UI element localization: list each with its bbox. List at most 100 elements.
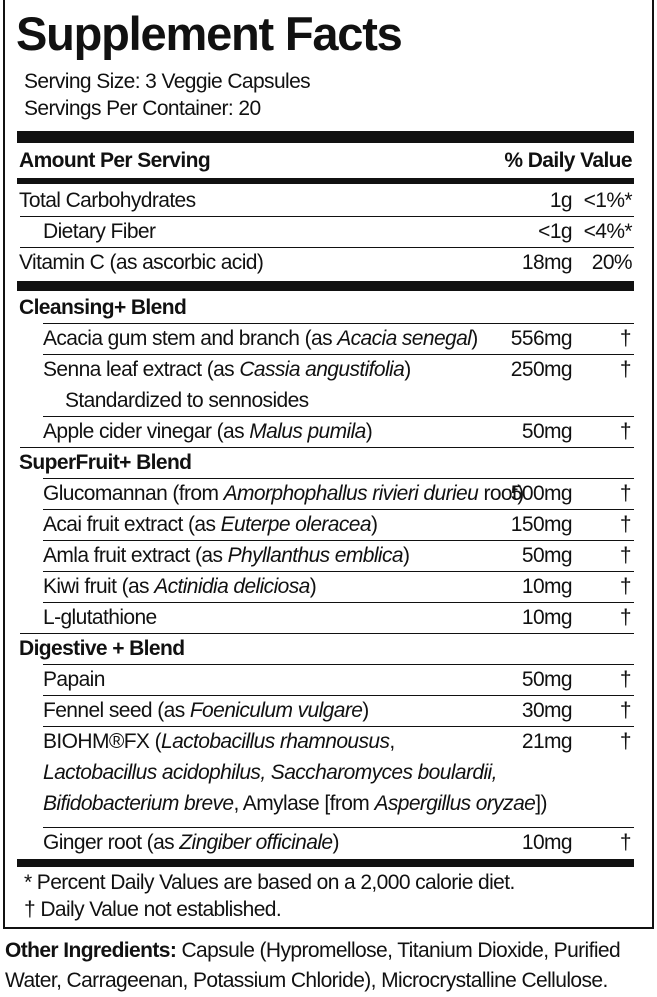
ingredient-name-segment: L-glutathione (43, 606, 157, 629)
ingredient-row: Lactobacillus acidophilus, Saccharomyces… (17, 757, 634, 788)
ingredient-name-segment: Amorphophallus rivieri durieu (223, 482, 479, 505)
thick-divider (17, 281, 634, 291)
ingredient-name-segment: ) (365, 420, 373, 443)
ingredient-daily-value: † (619, 730, 632, 753)
ingredient-name: Standardized to sennosides (65, 385, 309, 416)
row-divider (43, 726, 634, 727)
ingredient-name-segment: BIOHM®FX ( (43, 730, 162, 753)
ingredient-row: Apple cider vinegar (as Malus pumila) 50m… (17, 416, 634, 447)
ingredient-name: Kiwi fruit (as Actinidia deliciosa) (43, 571, 317, 602)
ingredient-name: Bifidobacterium breve, Amylase [from Asp… (43, 788, 547, 819)
ingredient-name: Acacia gum stem and branch (as Acacia se… (43, 323, 478, 354)
ingredient-name-segment: Ginger root (as (43, 831, 180, 854)
ingredient-amount: 556mg (510, 327, 573, 350)
ingredient-name: Acai fruit extract (as Euterpe oleracea) (43, 509, 378, 540)
servings-per-container: Servings Per Container: 20 (24, 97, 261, 120)
ingredient-name-segment: Senna leaf extract (as (43, 358, 240, 381)
ingredient-amount: 50mg (521, 668, 573, 691)
serving-size: Serving Size: 3 Veggie Capsules (24, 70, 311, 93)
ingredient-name-segment: Papain (43, 668, 105, 691)
ingredient-row: Acacia gum stem and branch (as Acacia se… (17, 323, 634, 354)
ingredient-name-segment: Acacia gum stem and branch (as (43, 327, 338, 350)
ingredient-amount: 50mg (521, 544, 573, 567)
ingredient-name-segment: root) (478, 482, 524, 505)
footnote-not-established: † Daily Value not established. (24, 898, 282, 921)
ingredient-name: Ginger root (as Zingiber officinale) (43, 827, 340, 858)
ingredient-daily-value: † (619, 358, 632, 381)
ingredient-name: Lactobacillus acidophilus, Saccharomyces… (43, 757, 497, 788)
ingredient-name-segment: Acai fruit extract (as (43, 513, 221, 536)
nutrient-amount: <1g (538, 220, 572, 243)
ingredient-row: Kiwi fruit (as Actinidia deliciosa) 10mg † (17, 571, 634, 602)
thick-divider (17, 859, 634, 867)
ingredient-name-segment: ) (402, 544, 410, 567)
ingredient-name-segment: Lactobacillus acidophilus, Saccharomyces… (43, 761, 497, 784)
ingredient-name-segment: Standardized to sennosides (65, 389, 309, 412)
ingredient-row: Ginger root (as Zingiber officinale) 10mg… (17, 827, 634, 858)
ingredient-row: Senna leaf extract (as Cassia angustifol… (17, 354, 634, 385)
row-divider (43, 478, 634, 479)
ingredient-name-segment: Foeniculum vulgare (189, 699, 363, 722)
blend-name: SuperFruit+ Blend (19, 451, 192, 474)
ingredient-name-segment: Actinidia deliciosa (154, 575, 310, 598)
ingredient-daily-value: † (619, 482, 632, 505)
ingredient-amount: 50mg (521, 420, 573, 443)
ingredient-name-segment: Apple cider vinegar (as (43, 420, 250, 443)
ingredient-name-segment: Amla fruit extract (as (43, 544, 228, 567)
nutrient-amount: 1g (549, 189, 573, 212)
row-divider (43, 509, 634, 510)
ingredient-name: Glucomannan (from Amorphophallus rivieri… (43, 478, 524, 509)
row-divider (20, 216, 634, 217)
nutrient-daily-value: 20% (591, 251, 633, 274)
thick-divider (17, 131, 634, 143)
daily-value-label: % Daily Value (504, 149, 632, 172)
ingredient-name-segment: ) (309, 575, 317, 598)
ingredient-row: L-glutathione 10mg † (17, 602, 634, 633)
blend-header: SuperFruit+ Blend (17, 447, 634, 478)
row-divider (20, 447, 634, 448)
ingredient-name-segment: Glucomannan (from (43, 482, 224, 505)
ingredient-daily-value: † (619, 575, 632, 598)
ingredient-name-segment: Acacia senegal (337, 327, 472, 350)
medium-divider (17, 178, 634, 184)
ingredient-name-segment: Lactobacillus rhamnousus (160, 730, 390, 753)
column-header: Amount Per Serving % Daily Value (17, 145, 634, 176)
row-divider (43, 323, 634, 324)
other-ingredients-text: Capsule (Hypromellose, Titanium Dioxide,… (5, 939, 621, 992)
ingredient-name: Amla fruit extract (as Phyllanthus embli… (43, 540, 410, 571)
ingredient-amount: 10mg (521, 575, 573, 598)
ingredient-amount: 250mg (510, 358, 573, 381)
nutrient-row: Dietary Fiber <1g <4%* (17, 216, 634, 247)
row-divider (43, 540, 634, 541)
amount-per-serving-label: Amount Per Serving (19, 149, 211, 172)
ingredient-row: Glucomannan (from Amorphophallus rivieri… (17, 478, 634, 509)
ingredient-name-segment: Kiwi fruit (as (43, 575, 155, 598)
row-divider (43, 602, 634, 603)
ingredient-daily-value: † (619, 699, 632, 722)
nutrient-row: Vitamin C (as ascorbic acid) 18mg 20% (17, 247, 634, 278)
ingredient-name-segment: , (389, 730, 395, 753)
ingredient-row: Standardized to sennosides (17, 385, 634, 416)
ingredient-name-segment: ]) (535, 792, 547, 815)
ingredient-name-segment: ) (370, 513, 378, 536)
ingredient-daily-value: † (619, 420, 632, 443)
ingredient-name-segment: Zingiber officinale (179, 831, 333, 854)
nutrient-amount: 18mg (521, 251, 573, 274)
ingredient-name-segment: Phyllanthus emblica (227, 544, 404, 567)
ingredient-row: Bifidobacterium breve, Amylase [from Asp… (17, 788, 634, 819)
ingredient-daily-value: † (619, 831, 632, 854)
ingredient-daily-value: † (619, 513, 632, 536)
row-divider (43, 664, 634, 665)
ingredient-name-segment: ) (362, 699, 369, 722)
ingredient-name: Papain (43, 664, 105, 695)
ingredient-name-segment: Malus pumila (249, 420, 366, 443)
blend-name: Digestive + Blend (19, 637, 185, 660)
ingredient-name: Senna leaf extract (as Cassia angustifol… (43, 354, 411, 385)
ingredient-name-segment: Bifidobacterium breve (43, 792, 234, 815)
ingredient-daily-value: † (619, 668, 632, 691)
ingredient-amount: 21mg (521, 730, 573, 753)
nutrient-daily-value: <1%* (583, 189, 633, 212)
ingredient-row: BIOHM®FX (Lactobacillus rhamnousus, 21mg † (17, 726, 634, 757)
row-divider (43, 695, 634, 696)
ingredient-name-segment: Fennel seed (as (43, 699, 190, 722)
